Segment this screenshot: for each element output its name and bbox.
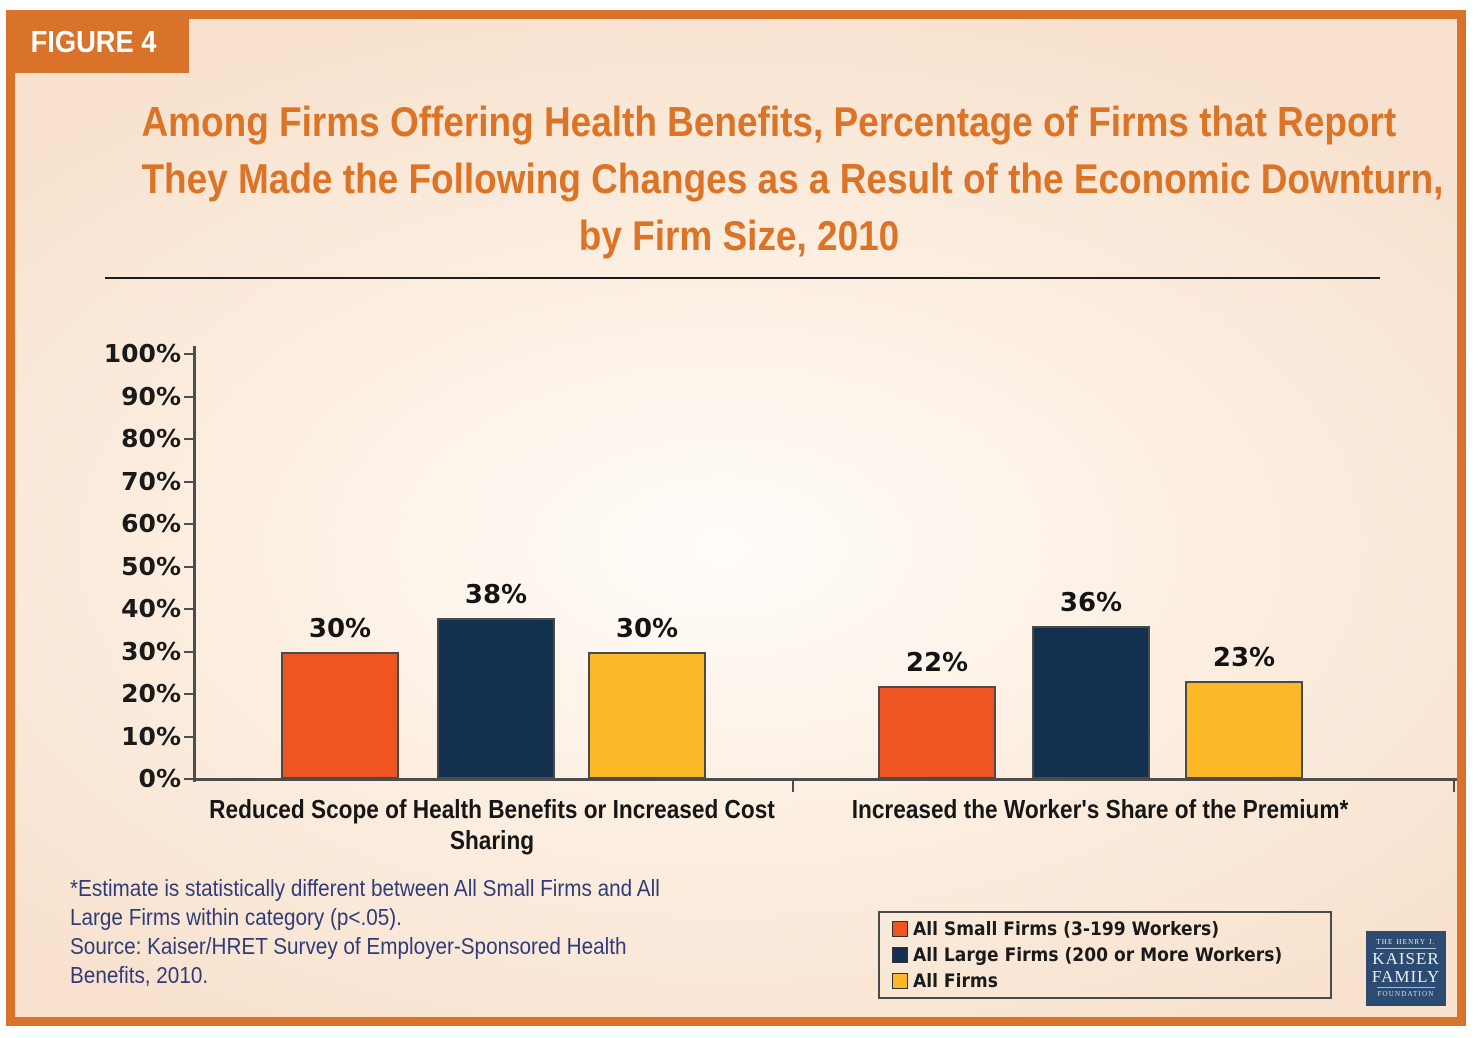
legend-swatch-small-firms [892, 921, 908, 937]
y-axis-label: 0% [138, 764, 181, 793]
y-axis-label: 50% [121, 551, 181, 581]
legend-swatch-all-firms [892, 973, 908, 989]
logo-text-henry-j: THE HENRY J. [1376, 938, 1436, 949]
category-end-tick [1453, 779, 1455, 792]
footnote: *Estimate is statistically different bet… [70, 874, 725, 990]
y-axis-label: 20% [121, 679, 181, 708]
footnote-line-3: Source: Kaiser/HRET Survey of Employer-S… [70, 933, 627, 959]
y-axis-tick [184, 480, 194, 483]
y-axis-label: 30% [121, 636, 181, 666]
bar-1-all-small-firms-3-199-workers [281, 651, 399, 779]
y-axis-label: 80% [121, 424, 181, 453]
legend-label-small-firms: All Small Firms (3-199 Workers) [913, 918, 1220, 940]
legend-swatch-large-firms [892, 947, 908, 963]
bar-1-all-firms [588, 651, 706, 779]
y-axis-tick [184, 353, 194, 355]
y-axis-label: 10% [121, 721, 181, 751]
y-axis-tick [184, 693, 194, 695]
y-axis-label: 90% [121, 381, 181, 411]
y-axis-label: 60% [121, 509, 181, 538]
y-axis-tick [184, 650, 194, 653]
footnote-line-4: Benefits, 2010. [70, 962, 209, 988]
title-divider-rule [105, 277, 1380, 279]
chart-title-line-2: They Made the Following Changes as a Res… [141, 155, 1444, 202]
y-axis-tick [184, 565, 194, 568]
y-axis-tick [184, 608, 194, 610]
bar-value-label: 30% [308, 613, 372, 644]
y-axis-tick [184, 735, 194, 738]
chart-title-line-1: Among Firms Offering Health Benefits, Pe… [141, 98, 1397, 145]
figure-badge-label: FIGURE 4 [30, 24, 157, 59]
category-divider-tick [792, 779, 794, 792]
chart-title: Among Firms Offering Health Benefits, Pe… [60, 93, 1444, 264]
footnote-line-1: *Estimate is statistically different bet… [70, 875, 660, 901]
y-axis-label: 70% [121, 466, 181, 496]
y-axis-tick [184, 395, 194, 398]
y-axis-tick [184, 778, 194, 780]
y-axis-label: 40% [121, 594, 181, 623]
legend-item-all-firms: All Firms [892, 969, 1330, 993]
plot-area: 0% 10% 20% 30% 40% 50% 60% 70% 80% 90% 100% 30% 38% 3… [104, 340, 1457, 793]
legend-item-small-firms: All Small Firms (3-199 Workers) [892, 917, 1330, 941]
page-frame [6, 10, 1466, 1026]
bar-value-label: 36% [1059, 588, 1123, 618]
logo-text-kaiser: KAISER [1372, 949, 1440, 968]
bar-2-all-small-firms-3-199-workers [878, 685, 996, 779]
x-axis-category-2-label: Increased the Worker's Share of the Prem… [851, 794, 1349, 824]
bar-value-label: 22% [905, 647, 969, 678]
y-axis-tick [184, 438, 194, 440]
bar-value-label: 30% [615, 613, 679, 644]
legend-item-large-firms: All Large Firms (200 or More Workers) [892, 943, 1330, 967]
x-axis-category-1-label: Reduced Scope of Health Benefits or Incr… [209, 794, 775, 855]
kaiser-family-foundation-logo: THE HENRY J. KAISER FAMILY FOUNDATION [1366, 931, 1446, 1006]
figure-badge: FIGURE 4 [6, 10, 189, 73]
bar-value-label: 38% [464, 579, 528, 610]
y-axis-tick [184, 523, 194, 525]
logo-text-foundation: FOUNDATION [1377, 987, 1435, 999]
y-axis-label: 100% [103, 339, 181, 368]
chart-title-line-3: by Firm Size, 2010 [578, 212, 900, 259]
x-axis-line [193, 778, 1457, 781]
legend-label-large-firms: All Large Firms (200 or More Workers) [913, 944, 1283, 966]
legend-label-all-firms: All Firms [913, 970, 998, 992]
y-axis-line [193, 346, 196, 782]
logo-text-family: FAMILY [1371, 967, 1441, 986]
bar-2-all-firms [1185, 681, 1303, 779]
bar-1-all-large-firms-200-or-more-workers [437, 617, 555, 779]
footnote-line-2: Large Firms within category (p<.05). [70, 904, 402, 930]
legend: All Small Firms (3-199 Workers) All Larg… [878, 911, 1332, 999]
bar-2-all-large-firms-200-or-more-workers [1032, 626, 1150, 779]
bar-value-label: 23% [1212, 643, 1276, 674]
